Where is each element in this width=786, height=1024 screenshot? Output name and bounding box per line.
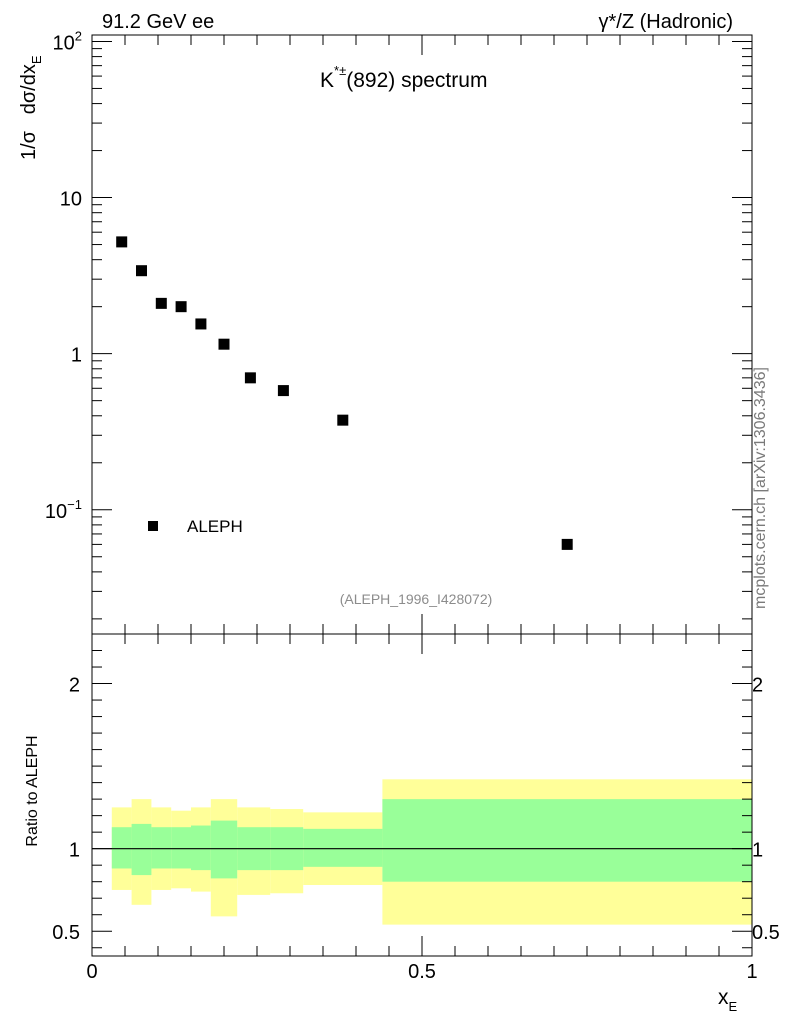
ratio-inner-band xyxy=(191,825,211,871)
data-point xyxy=(218,338,230,350)
data-point xyxy=(195,318,207,330)
main-y-axis-label-subscript: E xyxy=(29,55,44,64)
ratio-y-tick-label-right: 2 xyxy=(752,675,763,697)
main-y-axis-label: 1/σ dσ/dxE xyxy=(18,55,44,160)
ratio-inner-band xyxy=(151,827,172,869)
data-point xyxy=(337,414,349,426)
main-y-tick-label: 10 xyxy=(60,189,82,211)
main-title-superscript: *± xyxy=(334,63,346,78)
legend-label: ALEPH xyxy=(187,517,243,536)
legend-marker xyxy=(148,521,158,531)
main-y-axis-label-prefix: 1/σ dσ/dx xyxy=(18,64,40,160)
x-axis-label-subscript: E xyxy=(729,999,738,1014)
ratio-inner-band xyxy=(303,828,383,867)
main-panel-points xyxy=(116,236,573,550)
ratio-y-axis-label: Ratio to ALEPH xyxy=(24,735,41,846)
data-point xyxy=(244,372,256,384)
x-axis-label-base: x xyxy=(718,986,729,1009)
ratio-inner-band xyxy=(171,827,191,869)
main-y-tick-label-base: 10 xyxy=(53,32,75,54)
main-y-tick-label: 102 xyxy=(53,28,82,54)
analysis-annotation: (ALEPH_1996_I428072) xyxy=(340,591,493,607)
data-point xyxy=(136,265,147,277)
data-point xyxy=(277,385,289,397)
ratio-bands xyxy=(111,779,752,925)
side-label: mcplots.cern.ch [arXiv:1306.3436] xyxy=(752,367,769,609)
main-y-tick-label-exponent: 2 xyxy=(75,28,82,43)
data-point xyxy=(175,301,187,313)
ratio-inner-band xyxy=(131,823,152,876)
ratio-inner-band xyxy=(111,827,132,869)
main-y-tick-label: 10−1 xyxy=(45,497,82,523)
main-title-rest: (892) spectrum xyxy=(346,69,487,92)
main-title-base: K xyxy=(320,69,334,92)
ratio-y-tick-label-right: 0.5 xyxy=(752,922,780,944)
ratio-inner-band xyxy=(382,799,752,882)
ratio-inner-band xyxy=(210,820,238,879)
main-y-tick-label-exponent: −1 xyxy=(67,497,82,512)
x-tick-label: 0.5 xyxy=(408,961,436,983)
x-tick-label: 0 xyxy=(86,961,97,983)
ratio-y-tick-label: 1 xyxy=(69,840,80,862)
ratio-panel-ticks: 0.5 0.5 1 1 2 2 0 0.5 1 xyxy=(52,633,780,983)
main-panel-frame xyxy=(91,34,753,635)
header-left: 91.2 GeV ee xyxy=(102,11,214,33)
ratio-y-tick-label: 2 xyxy=(69,675,80,697)
main-title: K*±(892) spectrum xyxy=(320,63,487,92)
x-axis-label: xE xyxy=(718,986,738,1014)
ratio-panel-frame xyxy=(91,633,753,957)
data-point xyxy=(561,538,573,550)
ratio-y-tick-label-right: 1 xyxy=(752,840,763,862)
data-point xyxy=(116,236,128,248)
ratio-y-tick-label: 0.5 xyxy=(52,922,80,944)
x-tick-label: 1 xyxy=(746,961,757,983)
header-right: γ*/Z (Hadronic) xyxy=(599,11,733,33)
data-point xyxy=(155,297,167,309)
main-y-tick-label: 1 xyxy=(71,345,82,367)
main-y-tick-label-base: 10 xyxy=(45,501,67,523)
